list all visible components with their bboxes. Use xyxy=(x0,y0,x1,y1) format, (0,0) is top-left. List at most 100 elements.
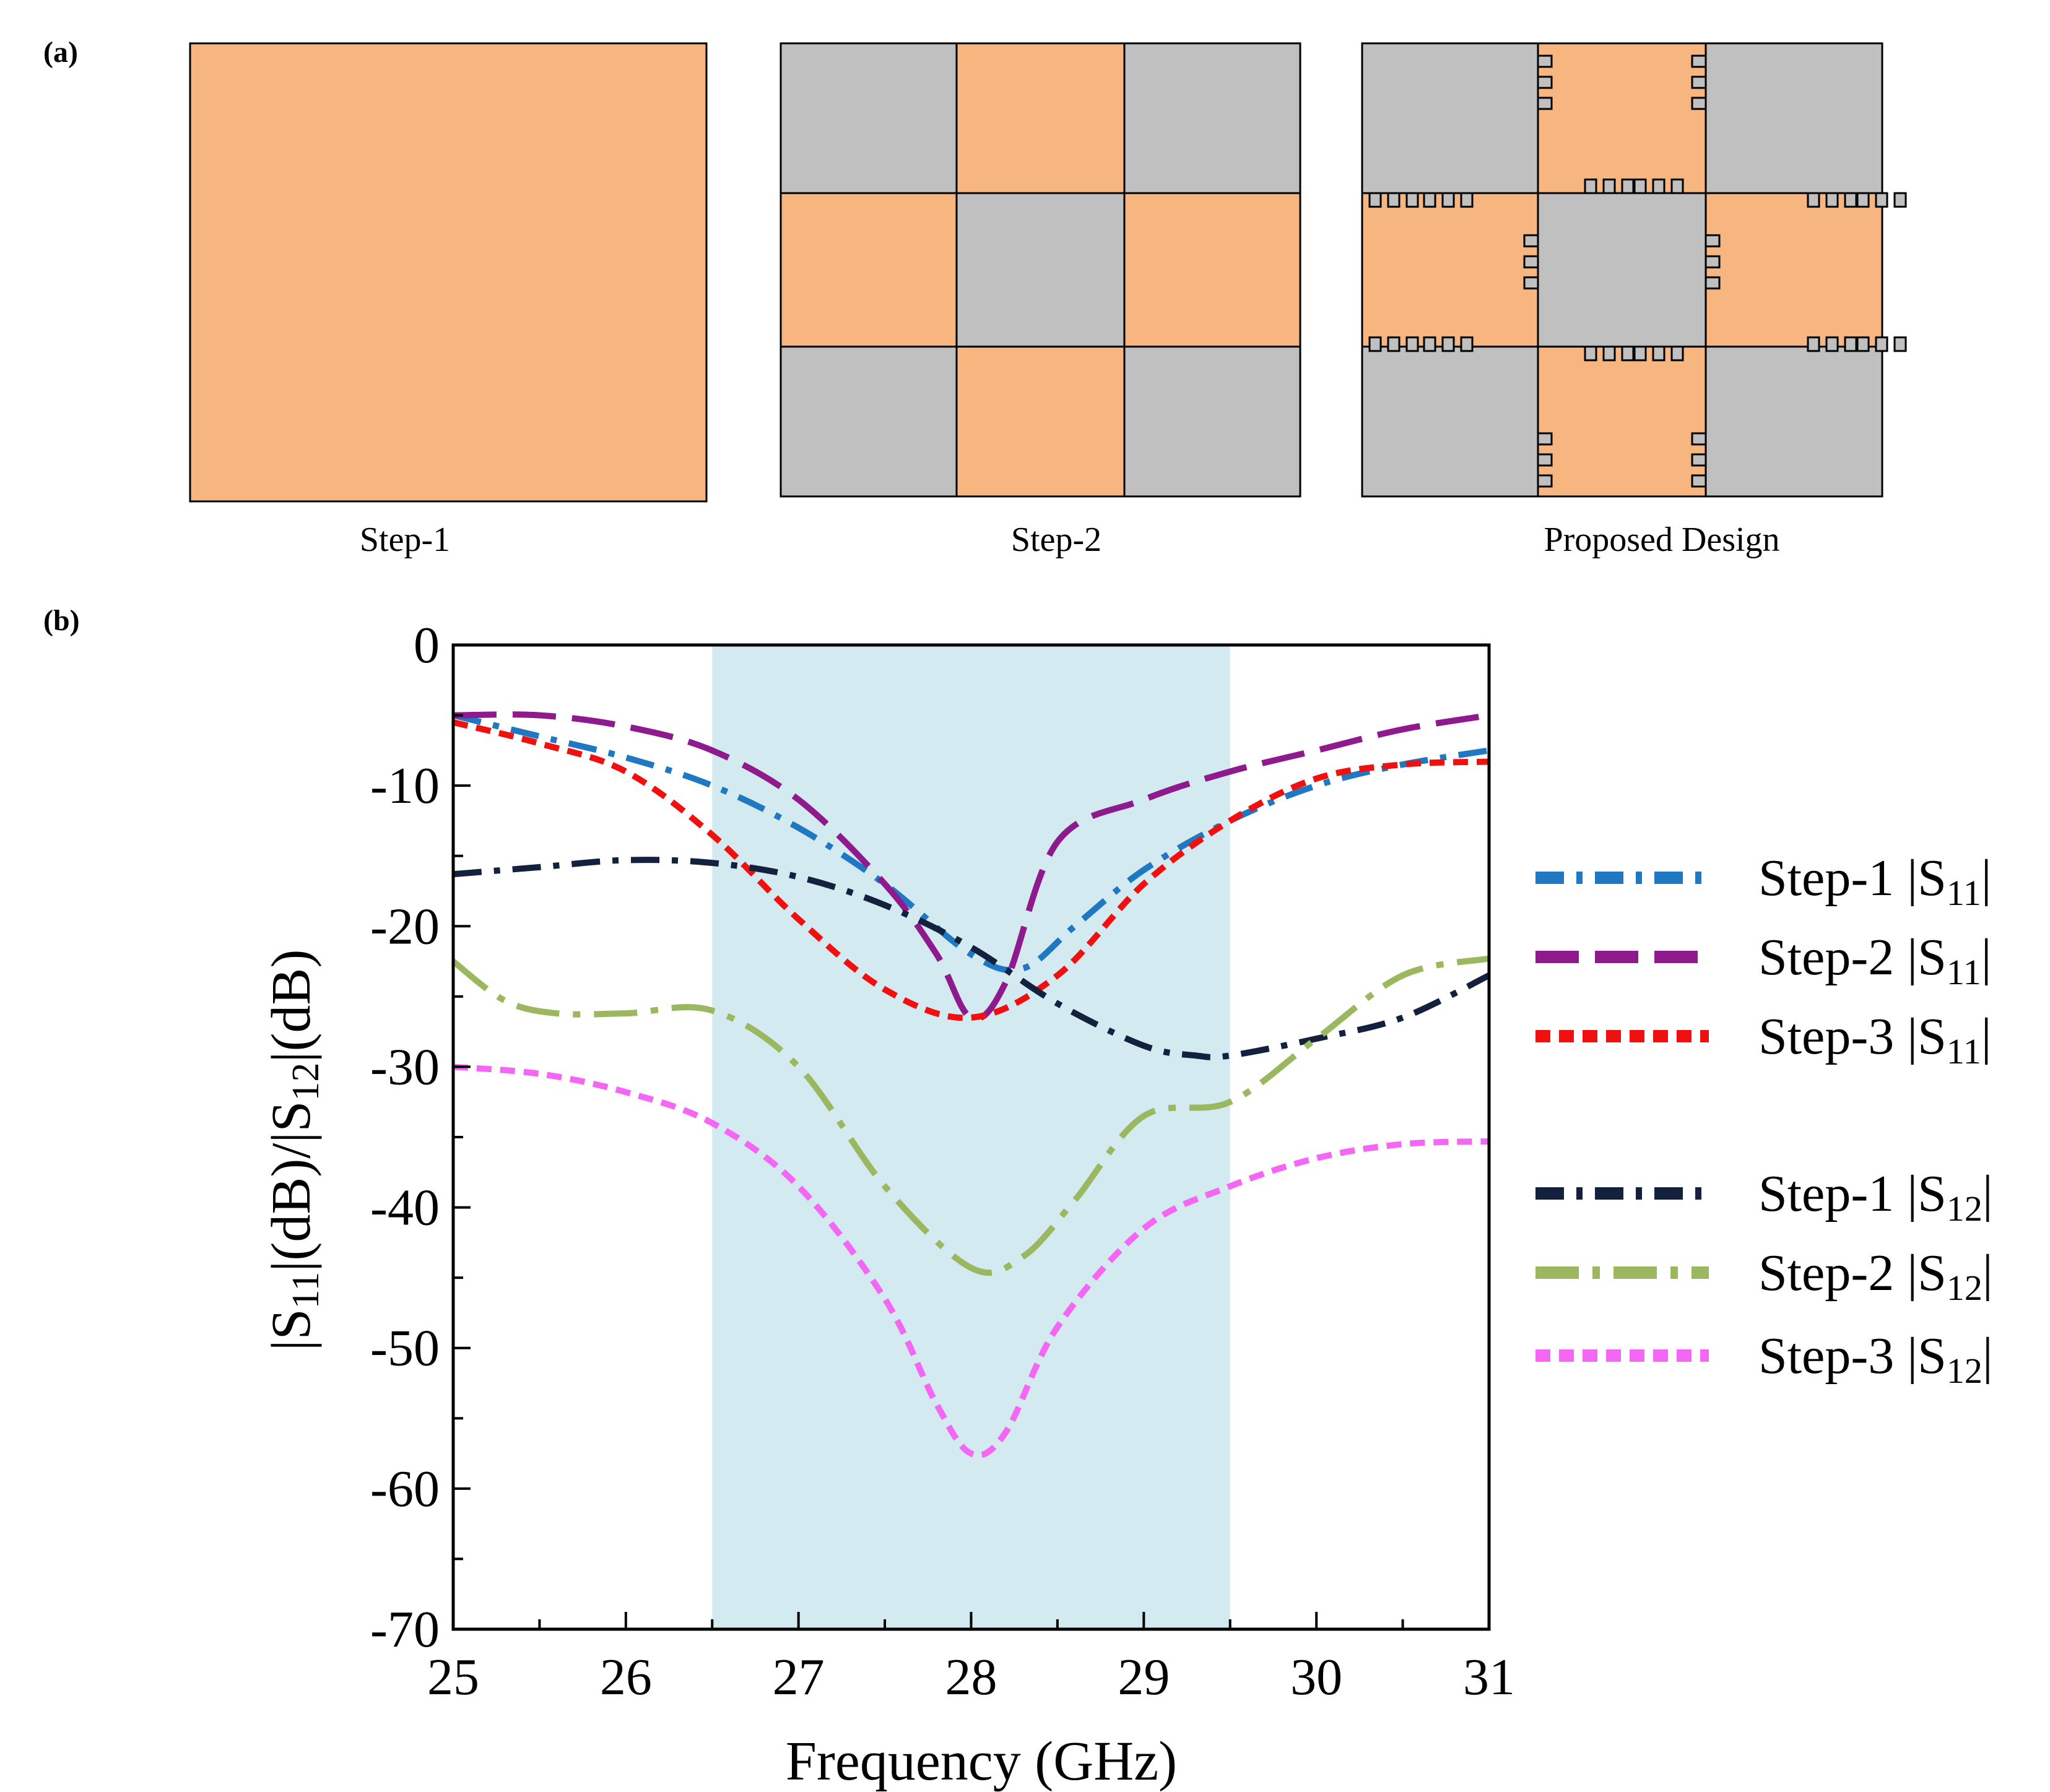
slot-tooth xyxy=(1652,345,1666,361)
proposed-design-pattern xyxy=(1361,42,1907,498)
slot-tooth xyxy=(1523,255,1539,269)
caption-step2: Step-2 xyxy=(1011,521,1101,559)
axis-ticks xyxy=(452,644,1490,1630)
slot-tooth xyxy=(1441,192,1455,208)
slot-tooth xyxy=(1537,76,1553,89)
legend-label-3: Step-3 |S11| xyxy=(1758,1008,1992,1071)
step2-checkerboard xyxy=(780,42,1301,498)
x-tick-label: 31 xyxy=(1463,1648,1515,1706)
step2-cell xyxy=(1123,192,1301,348)
slot-tooth xyxy=(1844,192,1857,208)
slot-tooth xyxy=(1523,276,1539,290)
series-line-4 xyxy=(453,857,1491,1060)
slot-tooth xyxy=(1584,345,1597,361)
slot-tooth xyxy=(1423,336,1436,352)
slot-tooth xyxy=(1621,345,1635,361)
design-cell xyxy=(1537,42,1707,194)
y-tick-label: -60 xyxy=(370,1460,440,1518)
slot-tooth xyxy=(1807,336,1820,352)
slot-tooth xyxy=(1691,54,1707,68)
slot-tooth xyxy=(1670,345,1684,361)
design-cell xyxy=(1537,192,1707,348)
panel-a: (a) Step-1 Step-2 Proposed Design xyxy=(43,36,1907,559)
slot-tooth xyxy=(1633,178,1647,194)
slot-tooth xyxy=(1705,255,1721,269)
slot-tooth xyxy=(1368,192,1382,208)
legend-label-1: Step-1 |S11| xyxy=(1758,849,1992,913)
slot-tooth xyxy=(1893,336,1907,352)
step2-cell xyxy=(780,192,958,348)
y-tick-label: -40 xyxy=(370,1179,440,1237)
x-axis-title: Frequency (GHz) xyxy=(786,1731,1177,1792)
slot-tooth xyxy=(1691,97,1707,110)
slot-tooth xyxy=(1633,345,1647,361)
slot-tooth xyxy=(1537,97,1553,110)
slot-tooth xyxy=(1652,178,1666,194)
legend-label-2: Step-2 |S11| xyxy=(1758,928,1992,992)
slot-tooth xyxy=(1537,432,1553,446)
slot-tooth xyxy=(1405,192,1419,208)
y-tick-label: -50 xyxy=(370,1320,440,1377)
design-cell xyxy=(1361,42,1539,194)
caption-step1: Step-1 xyxy=(360,521,450,559)
series-layer xyxy=(451,711,1491,1458)
operating-band xyxy=(712,645,1230,1629)
legend-label-4: Step-1 |S12| xyxy=(1758,1165,1993,1229)
slot-tooth xyxy=(1584,178,1597,194)
slot-tooth xyxy=(1368,336,1382,352)
x-tick-label: 25 xyxy=(427,1648,479,1706)
slot-tooth xyxy=(1691,76,1707,89)
step2-cell xyxy=(1123,345,1301,498)
slot-tooth xyxy=(1705,234,1721,248)
slot-tooth xyxy=(1705,276,1721,290)
step2-cell xyxy=(1123,42,1301,194)
slot-tooth xyxy=(1670,178,1684,194)
slot-tooth xyxy=(1856,336,1870,352)
step2-cell xyxy=(780,42,958,194)
y-axis-title: |S11|(dB)/|S12|(dB) xyxy=(261,950,327,1351)
series-line-1 xyxy=(452,712,1490,974)
x-tick-label: 28 xyxy=(945,1648,997,1706)
design-cell xyxy=(1705,192,1883,348)
slot-tooth xyxy=(1691,432,1707,446)
design-cell xyxy=(1705,345,1883,498)
x-tick-label: 27 xyxy=(773,1648,825,1706)
series-line-2 xyxy=(453,711,1490,1022)
slot-tooth xyxy=(1423,192,1436,208)
step2-cell xyxy=(955,42,1126,194)
legend-label-6: Step-3 |S12| xyxy=(1758,1327,1993,1391)
slot-tooth xyxy=(1523,234,1539,248)
step2-cell xyxy=(780,345,958,498)
slot-tooth xyxy=(1387,192,1401,208)
slot-tooth xyxy=(1602,345,1616,361)
series-line-5 xyxy=(451,955,1490,1276)
design-cell xyxy=(1537,345,1707,498)
slot-tooth xyxy=(1537,453,1553,467)
design-cell xyxy=(1361,345,1539,498)
legend-label-5: Step-2 |S12| xyxy=(1758,1244,1993,1308)
slot-tooth xyxy=(1460,336,1474,352)
y-tick-label: -20 xyxy=(370,898,440,955)
slot-tooth xyxy=(1856,192,1870,208)
step2-cell xyxy=(955,192,1126,348)
slot-tooth xyxy=(1621,178,1635,194)
slot-tooth xyxy=(1460,192,1474,208)
y-tick-label: -10 xyxy=(370,757,440,815)
slot-tooth xyxy=(1875,336,1888,352)
slot-tooth xyxy=(1387,336,1401,352)
legend: Step-1 |S11| Step-2 |S11| Step-3 |S11| Step… xyxy=(1535,849,1993,1391)
panel-b: (b) 25 26 27 28 29 30 31 0 -10 -20 -30 -40 -50 -60 -70… xyxy=(43,604,1993,1792)
slot-tooth xyxy=(1825,192,1839,208)
step2-cell xyxy=(955,345,1126,498)
design-cell xyxy=(1705,42,1883,194)
panel-a-label: (a) xyxy=(43,36,78,69)
slot-tooth xyxy=(1537,54,1553,68)
slot-tooth xyxy=(1844,336,1857,352)
slot-tooth xyxy=(1893,192,1907,208)
slot-tooth xyxy=(1691,474,1707,488)
y-tick-label: -70 xyxy=(370,1601,440,1658)
slot-tooth xyxy=(1825,336,1839,352)
step1-patch xyxy=(189,42,708,503)
y-tick-label: 0 xyxy=(414,617,440,674)
